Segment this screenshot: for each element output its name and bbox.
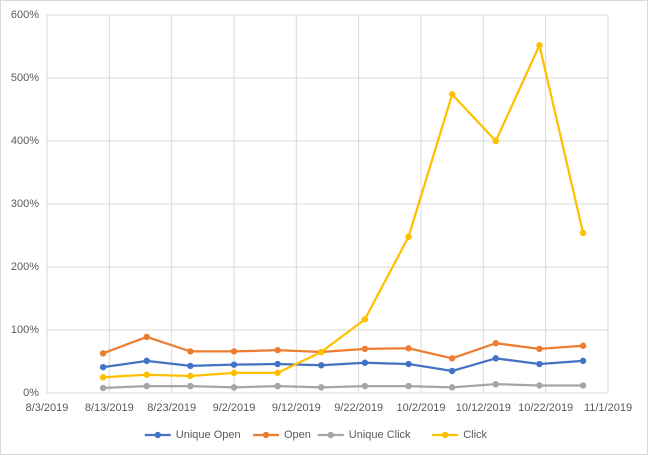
x-tick-label: 10/2/2019 bbox=[397, 402, 446, 414]
data-point bbox=[230, 361, 238, 368]
y-tick-label: 500% bbox=[11, 72, 39, 84]
data-point bbox=[448, 91, 456, 98]
data-point bbox=[99, 350, 107, 357]
data-point bbox=[187, 372, 194, 380]
series-line bbox=[103, 383, 584, 390]
data-point bbox=[536, 42, 543, 49]
data-point bbox=[448, 367, 456, 375]
data-point bbox=[99, 384, 107, 392]
y-tick-label: 600% bbox=[11, 9, 39, 21]
y-tick-label: 100% bbox=[11, 324, 39, 336]
legend-label: Open bbox=[284, 429, 311, 441]
y-tick-label: 400% bbox=[11, 135, 39, 147]
data-point bbox=[579, 357, 587, 365]
data-point bbox=[143, 333, 150, 341]
x-tick-label: 9/2/2019 bbox=[213, 402, 256, 414]
data-point bbox=[274, 369, 281, 377]
data-point bbox=[492, 380, 499, 388]
data-point bbox=[448, 384, 456, 391]
legend-marker bbox=[154, 431, 161, 439]
data-point bbox=[405, 345, 412, 352]
data-point bbox=[318, 384, 325, 391]
legend-label: Unique Open bbox=[176, 429, 241, 441]
data-point bbox=[448, 355, 456, 362]
legend-marker bbox=[327, 431, 334, 439]
data-point bbox=[318, 362, 325, 369]
x-tick-label: 8/13/2019 bbox=[85, 402, 134, 414]
data-point bbox=[536, 360, 543, 368]
data-point bbox=[492, 355, 499, 362]
data-point bbox=[274, 360, 281, 368]
data-point bbox=[361, 316, 369, 323]
data-point bbox=[143, 382, 150, 390]
y-tick-label: 0% bbox=[23, 387, 39, 399]
data-point bbox=[579, 229, 587, 237]
series-line bbox=[102, 357, 584, 373]
data-point bbox=[187, 362, 194, 370]
data-point bbox=[187, 382, 194, 390]
data-point bbox=[361, 345, 369, 353]
data-point bbox=[143, 371, 150, 378]
data-point bbox=[274, 346, 281, 354]
series-line bbox=[103, 41, 585, 379]
data-point bbox=[143, 357, 150, 365]
data-point bbox=[492, 340, 499, 347]
data-point bbox=[579, 382, 587, 389]
series-line bbox=[102, 335, 584, 360]
x-tick-label: 8/3/2019 bbox=[26, 402, 69, 414]
data-point bbox=[230, 384, 238, 391]
data-point bbox=[274, 382, 281, 390]
data-point bbox=[187, 348, 194, 355]
data-point bbox=[405, 382, 412, 390]
legend-label: Click bbox=[463, 429, 487, 441]
data-point bbox=[579, 342, 587, 349]
data-point bbox=[99, 374, 107, 381]
x-tick-label: 10/22/2019 bbox=[518, 402, 573, 414]
data-point bbox=[536, 382, 543, 389]
x-tick-label: 10/12/2019 bbox=[456, 402, 511, 414]
x-tick-label: 9/12/2019 bbox=[272, 402, 321, 414]
y-tick-label: 200% bbox=[11, 261, 39, 273]
data-point bbox=[492, 137, 499, 145]
data-point bbox=[405, 360, 412, 368]
data-point bbox=[230, 348, 238, 355]
data-point bbox=[361, 359, 369, 366]
data-point bbox=[99, 363, 107, 371]
legend-marker bbox=[442, 431, 449, 439]
data-point bbox=[405, 233, 412, 240]
data-point bbox=[361, 382, 369, 390]
data-point bbox=[536, 345, 543, 353]
data-point bbox=[318, 348, 325, 356]
y-tick-label: 300% bbox=[11, 198, 39, 210]
x-tick-label: 11/1/2019 bbox=[584, 402, 632, 414]
x-tick-label: 8/23/2019 bbox=[147, 402, 196, 414]
data-point bbox=[230, 369, 238, 377]
x-tick-label: 9/22/2019 bbox=[334, 402, 383, 414]
legend-label: Unique Click bbox=[349, 429, 411, 441]
legend-marker bbox=[262, 431, 270, 439]
